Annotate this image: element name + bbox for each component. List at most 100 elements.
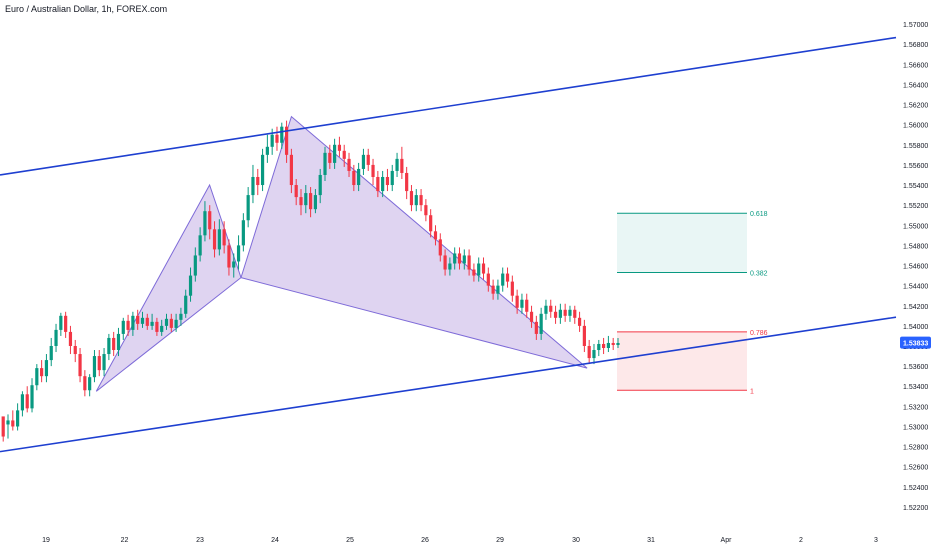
candle-body (49, 345, 53, 361)
candle-body (112, 337, 116, 351)
y-tick-label: 1.54800 (903, 243, 928, 250)
candle-body (529, 311, 534, 322)
candle-body (405, 172, 409, 192)
candle-body (472, 269, 476, 276)
candle-body (64, 315, 68, 332)
candle-body (92, 356, 97, 378)
x-tick-label: 25 (346, 537, 354, 544)
y-tick-label: 1.52200 (903, 505, 928, 512)
candle-body (304, 193, 308, 206)
candle-body (236, 245, 241, 262)
y-tick-label: 1.55200 (903, 203, 928, 210)
x-tick-label: Apr (721, 537, 733, 544)
y-tick-label: 1.54400 (903, 284, 928, 291)
candle-body (376, 176, 380, 192)
candle-body (534, 321, 538, 334)
candle-body (208, 211, 212, 230)
candle-body (400, 158, 404, 173)
harmonic-xab-triangle (95, 183, 242, 392)
candle-body (409, 191, 414, 206)
candle-body (289, 154, 293, 186)
current-price-badge (900, 336, 931, 349)
chart-title: Euro / Australian Dollar, 1h, FOREX.com (5, 4, 168, 14)
y-tick-label: 1.53000 (903, 424, 928, 431)
y-tick-label: 1.53200 (903, 404, 928, 411)
x-tick-label: 29 (496, 537, 504, 544)
candle-body (131, 315, 135, 330)
x-tick-label: 3 (874, 537, 878, 544)
candle-body (486, 273, 490, 286)
candle-body (597, 343, 601, 351)
candle-body (510, 281, 514, 296)
x-tick-label: 19 (42, 537, 50, 544)
y-tick-label: 1.57000 (903, 22, 928, 29)
candle-body (198, 235, 202, 256)
candle-body (222, 229, 226, 246)
candle-body (164, 318, 169, 326)
candle-body (169, 318, 173, 328)
candle-body (145, 317, 149, 326)
candle-body (11, 420, 15, 427)
candle-body (25, 394, 29, 409)
candle-body (203, 211, 207, 236)
y-tick-label: 1.56800 (903, 42, 928, 49)
candle-body (78, 354, 82, 377)
candle-body (505, 273, 510, 282)
candle-body (188, 275, 193, 296)
fib-level-label: 0.618 (750, 211, 768, 218)
candle-body (251, 176, 255, 196)
candle-body (174, 319, 178, 328)
channel-upper-line (0, 36, 897, 176)
candle-body (381, 176, 385, 192)
candle-body (59, 315, 63, 330)
candle-body (6, 420, 10, 425)
candle-body (577, 317, 582, 326)
candle-body (280, 126, 284, 143)
candle-body (227, 245, 231, 268)
x-tick-label: 2 (799, 537, 803, 544)
candle-body (241, 220, 245, 246)
y-tick-label: 1.53600 (903, 364, 928, 371)
x-tick-label: 22 (121, 537, 129, 544)
y-tick-label: 1.52400 (903, 485, 928, 492)
candle-body (414, 195, 418, 206)
candle-body (155, 321, 159, 332)
candle-body (453, 253, 457, 264)
x-tick-label: 23 (196, 537, 204, 544)
candle-body (140, 317, 145, 324)
candle-body (357, 168, 361, 186)
candle-body (107, 337, 111, 355)
candle-body (116, 333, 121, 351)
y-tick-label: 1.52800 (903, 445, 928, 452)
candle-body (457, 253, 462, 264)
candle-body (616, 342, 620, 345)
candle-body (448, 263, 452, 270)
y-tick-label: 1.56400 (903, 82, 928, 89)
candle-body (97, 356, 101, 371)
candle-body (491, 285, 495, 294)
candle-body (496, 285, 500, 294)
candle-body (419, 195, 423, 206)
candle-body (433, 231, 438, 240)
candle-body (313, 195, 318, 210)
candle-body (160, 325, 164, 332)
candle-body (232, 261, 236, 268)
candle-body (385, 176, 390, 186)
candle-body (582, 325, 586, 346)
candle-body (611, 342, 615, 345)
y-tick-label: 1.54200 (903, 304, 928, 311)
candle-body (587, 345, 591, 359)
y-tick-label: 1.56000 (903, 123, 928, 130)
candle-body (20, 394, 25, 411)
candle-body (309, 193, 313, 210)
candle-body (462, 255, 466, 264)
candle-body (73, 345, 77, 355)
current-price-label: 1.53833 (903, 341, 928, 348)
candle-body (501, 273, 505, 286)
candle-body (553, 311, 558, 318)
candle-body (83, 376, 87, 391)
candle-body (337, 144, 342, 151)
candle-body (44, 360, 49, 377)
y-tick-label: 1.54600 (903, 264, 928, 271)
